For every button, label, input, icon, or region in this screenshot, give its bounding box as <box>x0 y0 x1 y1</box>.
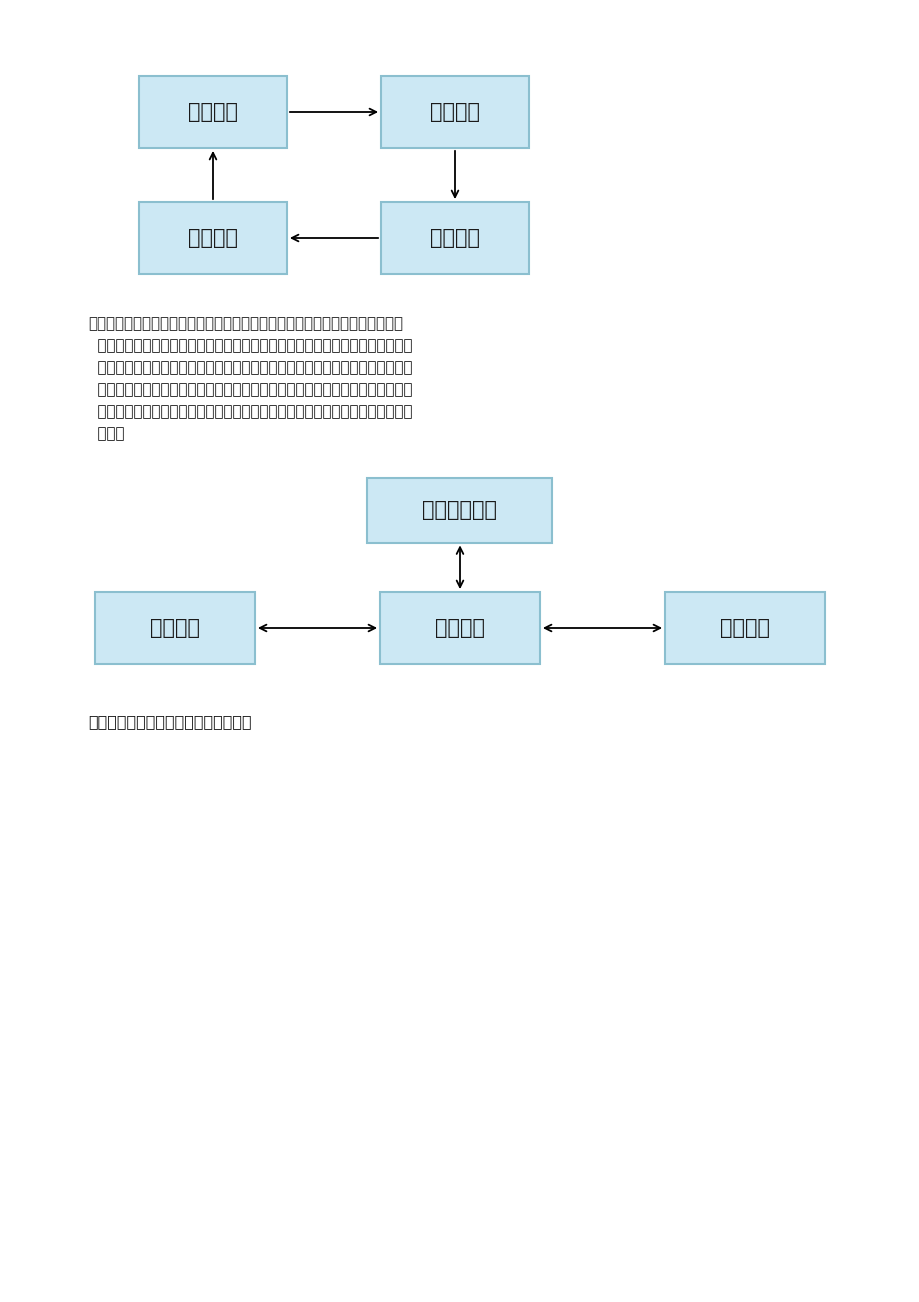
Text: 爬行节点: 爬行节点 <box>429 228 480 247</box>
FancyBboxPatch shape <box>95 592 255 664</box>
Text: 爬行节点: 爬行节点 <box>150 618 199 638</box>
FancyBboxPatch shape <box>139 76 287 148</box>
FancyBboxPatch shape <box>139 202 287 273</box>
FancyBboxPatch shape <box>380 592 539 664</box>
FancyBboxPatch shape <box>664 592 824 664</box>
Text: 特殊爬行节点: 特殊爬行节点 <box>422 500 497 519</box>
FancyBboxPatch shape <box>380 76 528 148</box>
Text: 混合模式是结合上面两种模式的特点的一种折中模式。该模式所有的爬虫都可以: 混合模式是结合上面两种模式的特点的一种折中模式。该模式所有的爬虫都可以 <box>88 316 403 331</box>
FancyBboxPatch shape <box>367 478 552 543</box>
Text: 采集范围的地址列表外还保存需要进行集中分配的地址列表。混合模式的整体结: 采集范围的地址列表外还保存需要进行集中分配的地址列表。混合模式的整体结 <box>88 404 412 419</box>
FancyBboxPatch shape <box>380 202 528 273</box>
Text: 要功能对已经经过爬虫任务分配后无法分配的任务进行集中分配。使用这个方式: 要功能对已经经过爬虫任务分配后无法分配的任务进行集中分配。使用这个方式 <box>88 359 412 375</box>
Text: 爬行节点: 爬行节点 <box>187 228 238 247</box>
Text: 爬行节点: 爬行节点 <box>720 618 769 638</box>
Text: 相互通信同时都具有任务分配功能。不过所有爬虫中有个特殊的爬虫，该爬虫主: 相互通信同时都具有任务分配功能。不过所有爬虫中有个特殊的爬虫，该爬虫主 <box>88 339 412 353</box>
Text: 爬行节点: 爬行节点 <box>187 102 238 122</box>
Text: 爬行节点: 爬行节点 <box>429 102 480 122</box>
Text: 的每个网络爬虫只需维护自己采集范围的地址列表。而特殊爬虫需除了保存自己: 的每个网络爬虫只需维护自己采集范围的地址列表。而特殊爬虫需除了保存自己 <box>88 381 412 397</box>
Text: 爬行节点: 爬行节点 <box>435 618 484 638</box>
Text: 构图：: 构图： <box>88 426 124 441</box>
Text: 三、大型分布式网络爬虫体系结构图：: 三、大型分布式网络爬虫体系结构图： <box>88 713 252 729</box>
